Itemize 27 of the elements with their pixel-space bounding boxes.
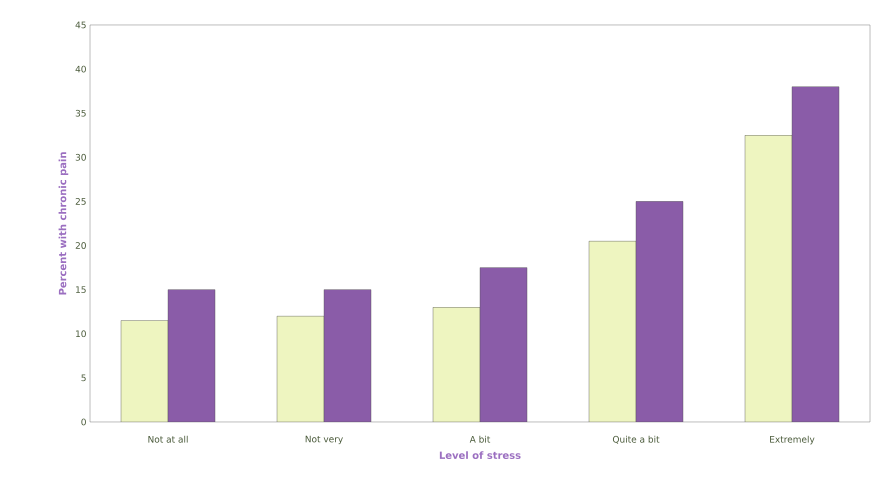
- bar: [324, 289, 372, 422]
- bar: [276, 316, 324, 422]
- bar: [168, 289, 216, 422]
- bar: [744, 135, 792, 422]
- bar: [480, 267, 528, 422]
- x-tick-label: Quite a bit: [612, 436, 660, 444]
- x-tick-label: Not at all: [148, 436, 188, 443]
- y-tick-label: 35: [76, 110, 86, 117]
- y-tick-label: 40: [76, 66, 86, 72]
- y-tick-label: 5: [81, 374, 86, 382]
- y-tick-label: 30: [76, 154, 86, 161]
- bar: [588, 240, 636, 422]
- x-tick-label: Not very: [306, 436, 343, 444]
- bar: [120, 320, 168, 422]
- x-tick-label: A bit: [470, 436, 490, 443]
- y-tick-label: 20: [76, 242, 86, 249]
- bar: [636, 201, 684, 422]
- y-tick-label: 15: [76, 286, 86, 293]
- x-tick-label: Extremely: [770, 436, 815, 444]
- x-axis-title: Level of stress: [440, 451, 521, 459]
- y-tick-label: 10: [76, 330, 86, 338]
- y-axis-title: Percent with chronic pain: [58, 152, 68, 295]
- y-tick-label: 45: [76, 22, 86, 28]
- bar: [792, 86, 840, 422]
- bar: [432, 307, 480, 422]
- y-tick-label: 25: [76, 198, 86, 205]
- y-tick-label: 0: [81, 418, 86, 426]
